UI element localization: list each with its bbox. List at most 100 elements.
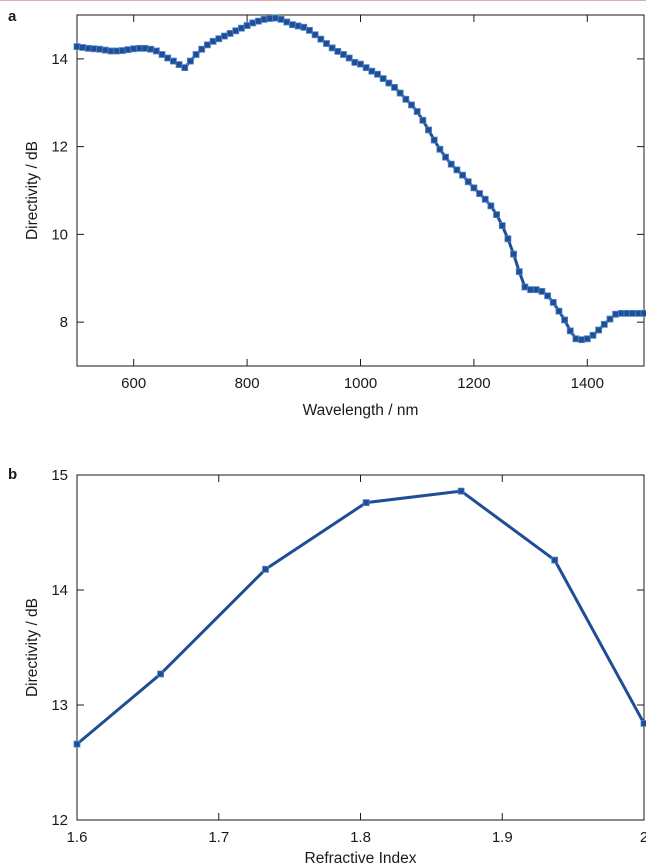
- data-point: [425, 126, 432, 134]
- y-tick-label: 12: [51, 139, 68, 156]
- data-point: [549, 298, 557, 306]
- data-point: [181, 64, 189, 72]
- data-point: [419, 116, 427, 124]
- data-point: [481, 195, 489, 203]
- chart-panel-b: 1.6 1.7 1.8 1.9 2 12 13 14 15 Refractive Index Dir…: [24, 467, 646, 867]
- data-point: [130, 45, 138, 53]
- data-point: [538, 288, 546, 295]
- y-tick-label: 13: [51, 697, 68, 714]
- data-point: [357, 60, 364, 68]
- data-point: [328, 44, 336, 52]
- data-point: [277, 15, 285, 23]
- plot-frame: [76, 474, 645, 821]
- x-tick-label: 1000: [344, 375, 377, 392]
- data-point: [385, 79, 393, 87]
- data-point: [73, 43, 81, 50]
- data-point: [629, 309, 637, 317]
- panel-label-a: a: [8, 8, 17, 25]
- data-point: [515, 268, 523, 276]
- data-point: [589, 331, 597, 339]
- data-point: [345, 54, 353, 62]
- data-point: [113, 47, 121, 55]
- data-point: [107, 47, 115, 55]
- data-point: [402, 95, 410, 103]
- data-point: [283, 18, 291, 26]
- chart-panel-a: 600 800 1000 1200 1400 8 10 12 14 Wavelength / nm…: [24, 14, 646, 419]
- data-point: [226, 30, 234, 37]
- x-axis-title: Wavelength / nm: [303, 402, 419, 419]
- data-point: [561, 316, 569, 324]
- data-point: [186, 57, 194, 65]
- series-line: [76, 489, 646, 746]
- y-tick-label: 14: [51, 51, 68, 68]
- data-point: [262, 565, 269, 573]
- y-tick-label: 12: [51, 812, 68, 829]
- y-tick-label: 10: [51, 226, 68, 243]
- y-tick-label: 14: [51, 582, 68, 599]
- data-point: [306, 26, 313, 34]
- data-point: [84, 44, 92, 52]
- data-point: [617, 309, 625, 317]
- data-point: [79, 44, 87, 51]
- data-point: [243, 22, 251, 29]
- data-point: [260, 15, 268, 23]
- data-point: [470, 184, 478, 192]
- data-point: [118, 47, 126, 54]
- x-tick-label: 1.9: [492, 829, 513, 846]
- data-point: [221, 32, 228, 40]
- x-tick-label: 1.8: [350, 829, 371, 846]
- data-point: [510, 250, 517, 258]
- data-point: [453, 166, 461, 174]
- data-point: [464, 178, 472, 186]
- data-point: [272, 14, 279, 22]
- data-point: [413, 108, 421, 115]
- top-accent-rule: [0, 0, 646, 1]
- data-point: [362, 499, 370, 507]
- data-point: [476, 190, 483, 197]
- data-point: [555, 307, 563, 315]
- data-point: [408, 101, 415, 109]
- data-point: [551, 556, 559, 564]
- data-point: [323, 40, 330, 47]
- data-point: [493, 211, 500, 219]
- x-tick-label: 2: [640, 829, 646, 846]
- data-point: [442, 153, 449, 161]
- data-point: [447, 160, 455, 168]
- data-point: [430, 136, 438, 144]
- data-point: [289, 21, 296, 29]
- data-point: [73, 740, 81, 748]
- data-point: [606, 315, 614, 323]
- panel-label-b: b: [8, 466, 18, 483]
- x-tick-label: 800: [235, 375, 260, 392]
- data-point: [436, 145, 444, 153]
- data-point: [527, 286, 534, 294]
- x-tick-label: 1.6: [67, 829, 88, 846]
- data-point: [640, 309, 646, 317]
- data-point: [317, 35, 325, 43]
- data-point: [521, 283, 529, 291]
- data-point: [169, 57, 177, 65]
- data-point: [192, 51, 200, 58]
- data-point: [204, 41, 211, 49]
- data-point: [640, 720, 646, 727]
- data-point: [459, 171, 466, 179]
- x-tick-label: 1200: [457, 375, 490, 392]
- x-tick-label: 1.7: [208, 829, 229, 846]
- data-point: [351, 58, 359, 66]
- data-point: [498, 222, 506, 230]
- data-point: [532, 286, 540, 294]
- data-point: [572, 335, 580, 343]
- y-axis-title: Directivity / dB: [24, 141, 41, 240]
- data-point: [544, 292, 552, 300]
- data-point: [379, 75, 387, 83]
- y-tick-label: 8: [60, 314, 68, 331]
- data-point: [504, 235, 512, 243]
- data-point: [334, 48, 342, 55]
- data-point: [612, 310, 620, 318]
- data-point: [232, 27, 240, 35]
- data-point: [600, 320, 608, 328]
- data-point: [157, 670, 165, 678]
- data-point: [158, 51, 166, 58]
- data-point: [255, 17, 262, 25]
